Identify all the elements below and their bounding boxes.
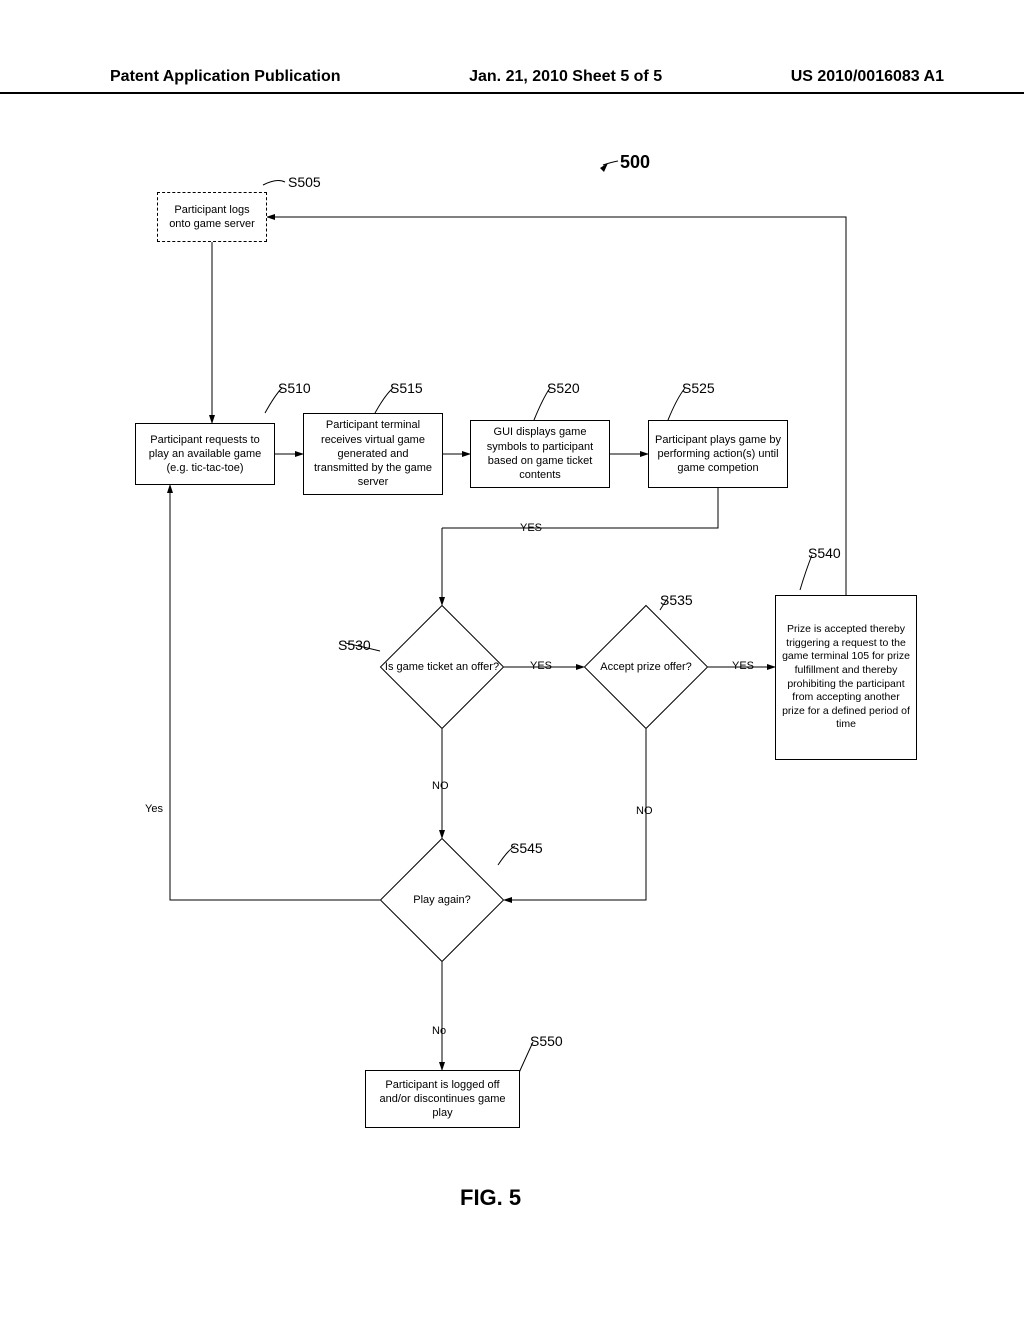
label-s505: S505 <box>288 174 321 190</box>
page-header: Patent Application Publication Jan. 21, … <box>0 68 1024 94</box>
label-s525: S525 <box>682 380 715 396</box>
edge-yes-s535-s540: YES <box>732 660 754 672</box>
label-s515: S515 <box>390 380 423 396</box>
edge-yes-s545: Yes <box>145 803 163 815</box>
node-s535-text: Accept prize offer? <box>600 660 692 674</box>
node-s550: Participant is logged off and/or discont… <box>365 1070 520 1128</box>
node-s530-text: Is game ticket an offer? <box>385 660 499 674</box>
label-s520: S520 <box>547 380 580 396</box>
node-s545: Play again? <box>382 875 502 925</box>
header-right: US 2010/0016083 A1 <box>791 68 944 86</box>
node-s505-text: Participant logs onto game server <box>164 203 260 232</box>
label-s530: S530 <box>338 637 371 653</box>
label-s545: S545 <box>510 840 543 856</box>
page: Patent Application Publication Jan. 21, … <box>0 0 1024 1320</box>
edge-no-s535: NO <box>636 805 653 817</box>
node-s525-text: Participant plays game by performing act… <box>655 433 781 476</box>
header-left: Patent Application Publication <box>110 68 341 86</box>
figure-label: FIG. 5 <box>460 1185 521 1211</box>
label-ref500: 500 <box>620 152 650 173</box>
node-s520: GUI displays game symbols to participant… <box>470 420 610 488</box>
node-s525: Participant plays game by performing act… <box>648 420 788 488</box>
node-s530: Is game ticket an offer? <box>382 642 502 692</box>
edge-yes-top: YES <box>520 522 542 534</box>
node-s540: Prize is accepted thereby triggering a r… <box>775 595 917 760</box>
node-s540-text: Prize is accepted thereby triggering a r… <box>782 623 910 732</box>
edge-no-s545: No <box>432 1025 446 1037</box>
edge-no-s530: NO <box>432 780 449 792</box>
label-s535: S535 <box>660 592 693 608</box>
node-s545-text: Play again? <box>413 893 471 907</box>
node-s550-text: Participant is logged off and/or discont… <box>372 1078 513 1121</box>
header-center: Jan. 21, 2010 Sheet 5 of 5 <box>469 68 662 86</box>
edge-yes-s530-s535: YES <box>530 660 552 672</box>
node-s520-text: GUI displays game symbols to participant… <box>477 425 603 482</box>
node-s505: Participant logs onto game server <box>157 192 267 242</box>
node-s510-text: Participant requests to play an availabl… <box>142 433 268 476</box>
label-s510: S510 <box>278 380 311 396</box>
label-s550: S550 <box>530 1033 563 1049</box>
flowchart: Participant logs onto game server Partic… <box>0 130 1024 1230</box>
label-s540: S540 <box>808 545 841 561</box>
node-s535: Accept prize offer? <box>586 642 706 692</box>
node-s515: Participant terminal receives virtual ga… <box>303 413 443 495</box>
node-s515-text: Participant terminal receives virtual ga… <box>310 418 436 489</box>
node-s510: Participant requests to play an availabl… <box>135 423 275 485</box>
